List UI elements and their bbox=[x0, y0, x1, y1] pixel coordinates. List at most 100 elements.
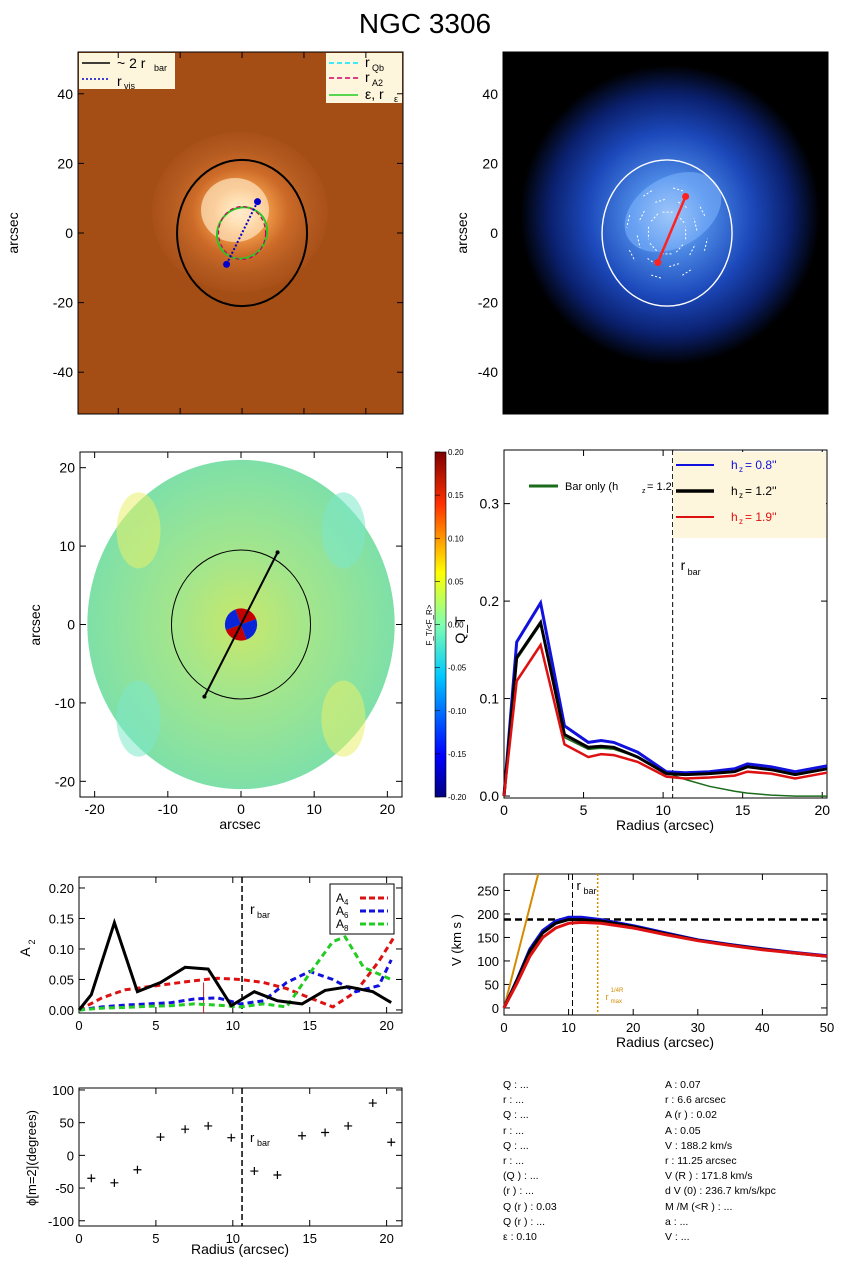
phase-point bbox=[110, 1178, 119, 1187]
colorbar-tick-label: 0.05 bbox=[448, 577, 464, 586]
x-tick-label: -20 bbox=[85, 801, 105, 817]
x-tick-label: 20 bbox=[379, 1018, 393, 1033]
svg-text:A2: A2 bbox=[372, 78, 383, 88]
y-tick-label: 250 bbox=[477, 883, 499, 898]
y-tick-label: 0.0 bbox=[480, 788, 500, 804]
info-column-left: Q : ... r : ... Q : ... r : ... Q : ... … bbox=[503, 1078, 557, 1245]
y-tick-label: -20 bbox=[55, 773, 75, 789]
heatmap-negative-lobe bbox=[241, 618, 258, 640]
svg-text:Qb: Qb bbox=[372, 63, 384, 73]
colorbar-tick-label: 0.00 bbox=[448, 621, 464, 630]
x-axis-label: arcsec bbox=[219, 816, 260, 832]
x-tick-label: 20 bbox=[721, 418, 737, 420]
y-tick-label: 50 bbox=[60, 1116, 74, 1131]
y-tick-label: -40 bbox=[53, 364, 73, 380]
info-rqb-baronly: r : ... bbox=[503, 1155, 524, 1168]
y-tick-label: -50 bbox=[55, 1181, 74, 1196]
y-tick-label: 0 bbox=[492, 1001, 499, 1016]
y-tick-label: 0 bbox=[65, 225, 73, 241]
info-qb-halocorr: Q : ... bbox=[503, 1109, 529, 1122]
info-a2max: A : 0.07 bbox=[665, 1079, 701, 1091]
y-axis-label: Q_T bbox=[452, 616, 468, 644]
phase-point bbox=[133, 1165, 142, 1174]
y-tick-label: -20 bbox=[478, 295, 498, 311]
panel4-qt-chart: 0 5 10 15 20 0.0 0.1 0.2 0.3 Radius (arcsec) Q_T r b… bbox=[452, 449, 830, 833]
bar-axis-line bbox=[203, 551, 279, 698]
y-axis-label: V (km s ) bbox=[449, 914, 464, 966]
y-tick-label: 0 bbox=[490, 225, 498, 241]
rmax-label-sup: 1/4R bbox=[611, 988, 624, 994]
rbar-label: r bbox=[250, 1130, 255, 1145]
x-tick-label: 5 bbox=[580, 802, 588, 818]
legend-hz-val-1: = 1.2'' bbox=[745, 484, 777, 498]
y-tick-label: 0.00 bbox=[49, 1003, 74, 1018]
svg-text:vis: vis bbox=[124, 81, 135, 91]
panel7-phase-chart: 0 5 10 15 20 100 50 0 -50 -100 Radius (arcsec) ϕ[m=… bbox=[24, 1083, 403, 1257]
x-axis-label: Radius (arcsec) bbox=[616, 817, 714, 833]
phase-point bbox=[387, 1138, 396, 1147]
rbar-label: r bbox=[576, 878, 581, 893]
circle-rbar bbox=[601, 159, 733, 307]
legend-hz-val-2: = 1.9'' bbox=[745, 510, 777, 524]
legend-a-1: A bbox=[336, 904, 344, 918]
y-tick-label: 10 bbox=[59, 538, 75, 554]
x-tick-label: 0 bbox=[75, 1018, 82, 1033]
bar-axis-line bbox=[656, 195, 687, 264]
bar-endpoint bbox=[654, 259, 662, 267]
legend-rvis: r bbox=[117, 73, 122, 89]
y-tick-label: -20 bbox=[53, 295, 73, 311]
legend-2rbar: ~ 2 r bbox=[117, 55, 146, 71]
orientation-tick bbox=[649, 243, 659, 253]
legend-bar-only: Bar only (h bbox=[565, 481, 618, 493]
x-tick-label: 15 bbox=[302, 1231, 316, 1246]
x-tick-label: 0 bbox=[238, 418, 246, 420]
panel6-rotation-chart: 0 10 20 30 40 50 0 50 100 150 200 250 Radius (arcsec… bbox=[449, 873, 834, 1050]
axes-frame bbox=[78, 876, 403, 1014]
phase-point bbox=[181, 1125, 190, 1134]
series-hz19 bbox=[502, 920, 828, 1009]
colorbar-tick-label: -0.10 bbox=[448, 707, 467, 716]
info-qb-baronly: Q : ... bbox=[503, 1139, 529, 1152]
rvis-endpoint bbox=[223, 260, 231, 268]
heatmap-lobe bbox=[116, 680, 161, 757]
y-axis-label: A bbox=[17, 947, 33, 957]
x-tick-label: 20 bbox=[296, 418, 312, 420]
x-tick-label: 20 bbox=[379, 1231, 393, 1246]
heatmap-lobe bbox=[321, 492, 366, 569]
colorbar-tick-label: 0.20 bbox=[448, 448, 464, 457]
series-hz12 bbox=[502, 618, 828, 797]
colorbar-tick-label: -0.20 bbox=[448, 793, 467, 802]
legend-box bbox=[329, 883, 395, 935]
info-rmax: r : 11.25 arcsec bbox=[665, 1155, 737, 1168]
colorbar-tick-label: -0.15 bbox=[448, 750, 467, 759]
y-tick-label: 150 bbox=[477, 930, 499, 945]
y-tick-label: 200 bbox=[477, 907, 499, 922]
legend-a-sub-1: 6 bbox=[344, 911, 349, 920]
x-tick-label: 20 bbox=[814, 802, 830, 818]
legend-eps: ε, r bbox=[365, 86, 384, 102]
y-axis-label-sub: 2 bbox=[27, 939, 37, 944]
info-column-right: A : 0.07 r : 6.6 arcsec A (r ) : 0.02 A … bbox=[665, 1078, 776, 1245]
series-a2 bbox=[77, 917, 392, 1011]
axes-frame bbox=[78, 1087, 403, 1227]
info-qb-baronly-halocorr: (Q ) : ... bbox=[503, 1170, 539, 1183]
orientation-tick bbox=[653, 198, 665, 204]
x-tick-label: 5 bbox=[152, 1231, 159, 1246]
circle-2rbar bbox=[176, 158, 309, 308]
x-tick-label: 10 bbox=[306, 801, 322, 817]
phase-point bbox=[156, 1133, 165, 1142]
legend-hz-0: h bbox=[731, 458, 738, 472]
heatmap-lobe bbox=[116, 492, 161, 569]
y-axis-label: arcsec bbox=[454, 212, 470, 253]
info-mh-mstar: M /M (<R ) : ... bbox=[665, 1200, 733, 1213]
info-rqb: r : ... bbox=[503, 1094, 524, 1107]
phase-point bbox=[250, 1167, 259, 1176]
x-tick-label: 0 bbox=[500, 1020, 507, 1035]
legend-hz-1: h bbox=[731, 484, 738, 498]
x-tick-label: 0 bbox=[500, 802, 508, 818]
x-tick-label: 40 bbox=[783, 418, 799, 420]
series-hz08 bbox=[502, 598, 828, 797]
y-tick-label: 0.1 bbox=[480, 691, 500, 707]
y-tick-label: 100 bbox=[52, 1083, 74, 1098]
y-tick-label: 0.2 bbox=[480, 593, 500, 609]
